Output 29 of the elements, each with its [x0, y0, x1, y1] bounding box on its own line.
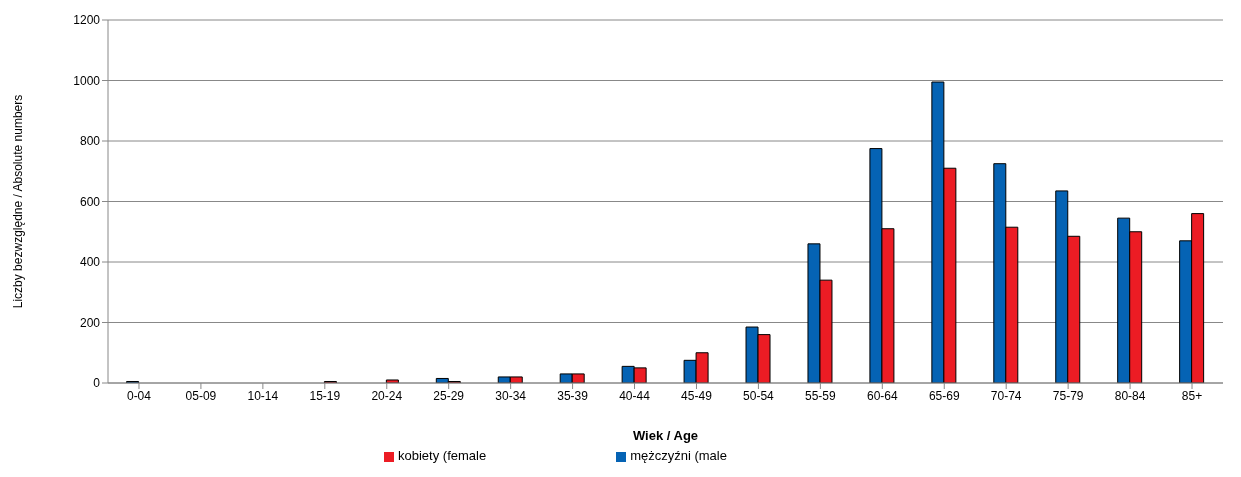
x-tick-label: 10-14 — [247, 388, 279, 403]
x-tick-label: 75-79 — [1052, 388, 1084, 403]
x-tick-label: 70-74 — [990, 388, 1022, 403]
x-tick-label: 60-64 — [866, 388, 898, 403]
x-tick-label: 15-19 — [309, 388, 341, 403]
y-tick-label: 0 — [93, 376, 101, 391]
legend-label: mężczyźni (male — [630, 448, 727, 463]
x-tick-label: 40-44 — [619, 388, 651, 403]
x-tick-label: 55-59 — [805, 388, 837, 403]
x-tick-label: 45-49 — [681, 388, 713, 403]
y-tick-label: 200 — [79, 315, 101, 330]
y-tick-label: 800 — [79, 134, 101, 149]
x-tick-label: 85+ — [1181, 388, 1203, 403]
y-tick-label: 600 — [79, 194, 101, 209]
x-axis-title: Wiek / Age — [632, 428, 699, 443]
y-axis-title: Liczby bezwzględne / Absolute numbers — [11, 94, 26, 309]
x-tick-label: 50-54 — [743, 388, 775, 403]
x-tick-label: 05-09 — [185, 388, 217, 403]
x-tick-label: 0-04 — [126, 388, 152, 403]
x-tick-label: 20-24 — [371, 388, 403, 403]
x-tick-label: 25-29 — [433, 388, 465, 403]
y-tick-label: 1200 — [73, 13, 101, 28]
x-tick-label: 80-84 — [1114, 388, 1146, 403]
x-tick-label: 30-34 — [495, 388, 527, 403]
x-tick-label: 65-69 — [928, 388, 960, 403]
y-tick-label: 1000 — [73, 73, 101, 88]
x-tick-label: 35-39 — [557, 388, 589, 403]
y-tick-label: 400 — [79, 255, 101, 270]
legend-label: kobiety (female — [398, 448, 487, 463]
